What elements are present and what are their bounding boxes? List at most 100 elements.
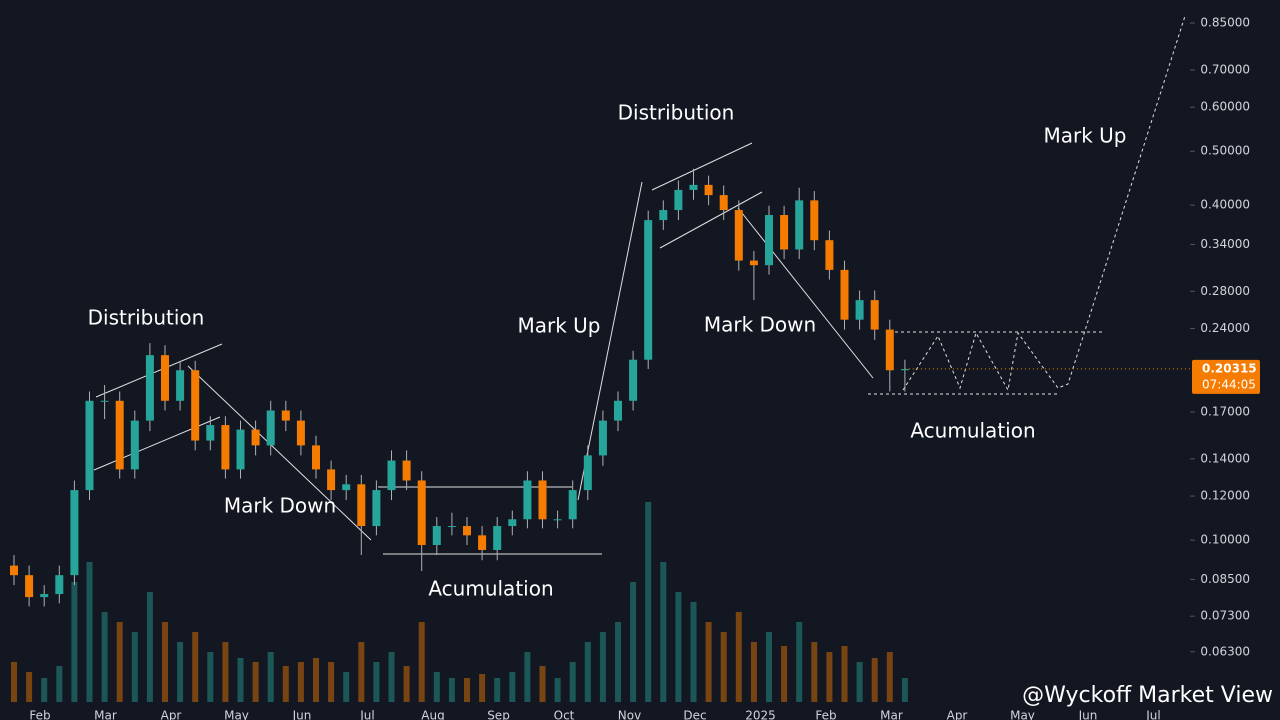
candle-body xyxy=(765,215,773,266)
candle-body xyxy=(115,400,124,470)
y-tick-label: 0.10000 xyxy=(1200,533,1250,547)
candle-body xyxy=(161,355,169,401)
volume-bar xyxy=(267,652,274,702)
volume-bar xyxy=(343,672,350,702)
volume-bar xyxy=(403,666,410,702)
volume-bar xyxy=(282,666,289,702)
candle-body xyxy=(508,519,517,527)
x-tick-label: Sep xyxy=(487,709,510,720)
x-tick-label: Apr xyxy=(947,709,968,720)
volume-bar xyxy=(464,678,470,702)
volume-bar xyxy=(509,672,516,702)
volume-bar xyxy=(886,652,893,702)
volume-bar xyxy=(297,662,304,702)
candle-body xyxy=(70,490,79,576)
volume-bar xyxy=(177,642,184,702)
volume-bar xyxy=(26,672,33,702)
countdown: 07:44:05 xyxy=(1202,377,1256,391)
candle-body xyxy=(357,484,366,527)
candle-body xyxy=(644,220,653,360)
volume-bar xyxy=(146,592,153,702)
volume-bar xyxy=(192,632,199,702)
volume-bar xyxy=(690,602,697,702)
annotation: Acumulation xyxy=(428,577,553,601)
candle-body xyxy=(145,355,154,421)
volume-bar xyxy=(433,672,440,702)
candle-body xyxy=(191,370,200,441)
candle-body xyxy=(206,425,215,441)
annotation: Mark Down xyxy=(224,494,336,518)
volume-bar xyxy=(448,678,455,702)
volume-bar xyxy=(328,662,335,702)
volume-bar xyxy=(856,662,863,702)
y-tick-label: 0.12000 xyxy=(1200,489,1250,503)
x-tick-label: May xyxy=(224,709,249,720)
volume-bar xyxy=(418,622,425,702)
annotation: Distribution xyxy=(618,101,735,125)
candle-body xyxy=(553,519,562,521)
candle-body xyxy=(523,480,532,520)
candle-body xyxy=(130,420,139,470)
candle-body xyxy=(221,425,230,470)
y-tick-label: 0.17000 xyxy=(1200,404,1250,418)
volume-bar xyxy=(86,562,93,702)
volume-bar xyxy=(56,666,63,702)
candle-body xyxy=(689,184,698,190)
volume-bar xyxy=(871,658,878,702)
candle-body xyxy=(749,260,758,266)
candle-body xyxy=(100,400,109,402)
y-tick-label: 0.70000 xyxy=(1200,62,1250,76)
y-tick-label: 0.40000 xyxy=(1200,198,1250,212)
candle-body xyxy=(417,480,426,546)
candle-body xyxy=(478,535,487,550)
annotation: Mark Down xyxy=(704,313,816,337)
candle-body xyxy=(10,565,18,576)
candle-body xyxy=(855,300,864,320)
volume-bar xyxy=(675,592,682,702)
y-tick-label: 0.50000 xyxy=(1200,144,1250,158)
candle-body xyxy=(85,400,94,491)
volume-bar xyxy=(237,658,244,702)
candle-body xyxy=(251,429,260,446)
pattern-lines xyxy=(93,15,1186,555)
y-tick-label: 0.34000 xyxy=(1200,237,1250,251)
candle-body xyxy=(674,189,683,211)
x-tick-label: Dec xyxy=(683,709,706,720)
x-tick-label: Nov xyxy=(618,709,641,720)
candle-body xyxy=(659,210,668,221)
volume-bar xyxy=(11,662,17,702)
candle-body xyxy=(342,484,351,491)
volume-bar xyxy=(750,642,757,702)
candle-body xyxy=(810,200,819,241)
x-tick-label: Jun xyxy=(292,709,312,720)
volume-bar xyxy=(207,652,214,702)
candle-body xyxy=(40,594,49,598)
volume-bar xyxy=(720,632,727,702)
volume-bar xyxy=(705,622,712,702)
candle-body xyxy=(870,300,879,330)
last-price-tag xyxy=(1192,359,1260,394)
candle-body xyxy=(568,490,577,520)
volume-bar xyxy=(313,658,319,702)
volume-bar xyxy=(101,612,108,702)
candle-body xyxy=(281,410,290,421)
y-tick-label: 0.24000 xyxy=(1200,321,1250,335)
volume-bar xyxy=(735,612,742,702)
volume-bar xyxy=(781,646,788,702)
volume-bar xyxy=(584,642,591,702)
annotation: Mark Up xyxy=(517,314,600,338)
x-tick-label: Jun xyxy=(1078,709,1098,720)
x-tick-label: Mar xyxy=(94,709,117,720)
candle-body xyxy=(493,526,502,550)
volume-bar xyxy=(494,678,501,702)
x-tick-label: Jul xyxy=(1145,709,1160,720)
volume-bar xyxy=(71,582,78,702)
candle-body xyxy=(795,200,804,250)
volume-bar xyxy=(826,652,833,702)
candle-body xyxy=(387,460,396,491)
volume-bar xyxy=(645,502,652,702)
volume-bar xyxy=(41,678,48,702)
x-tick-label: Jul xyxy=(359,709,374,720)
y-tick-label: 0.60000 xyxy=(1200,100,1250,114)
candle-body xyxy=(734,210,743,261)
